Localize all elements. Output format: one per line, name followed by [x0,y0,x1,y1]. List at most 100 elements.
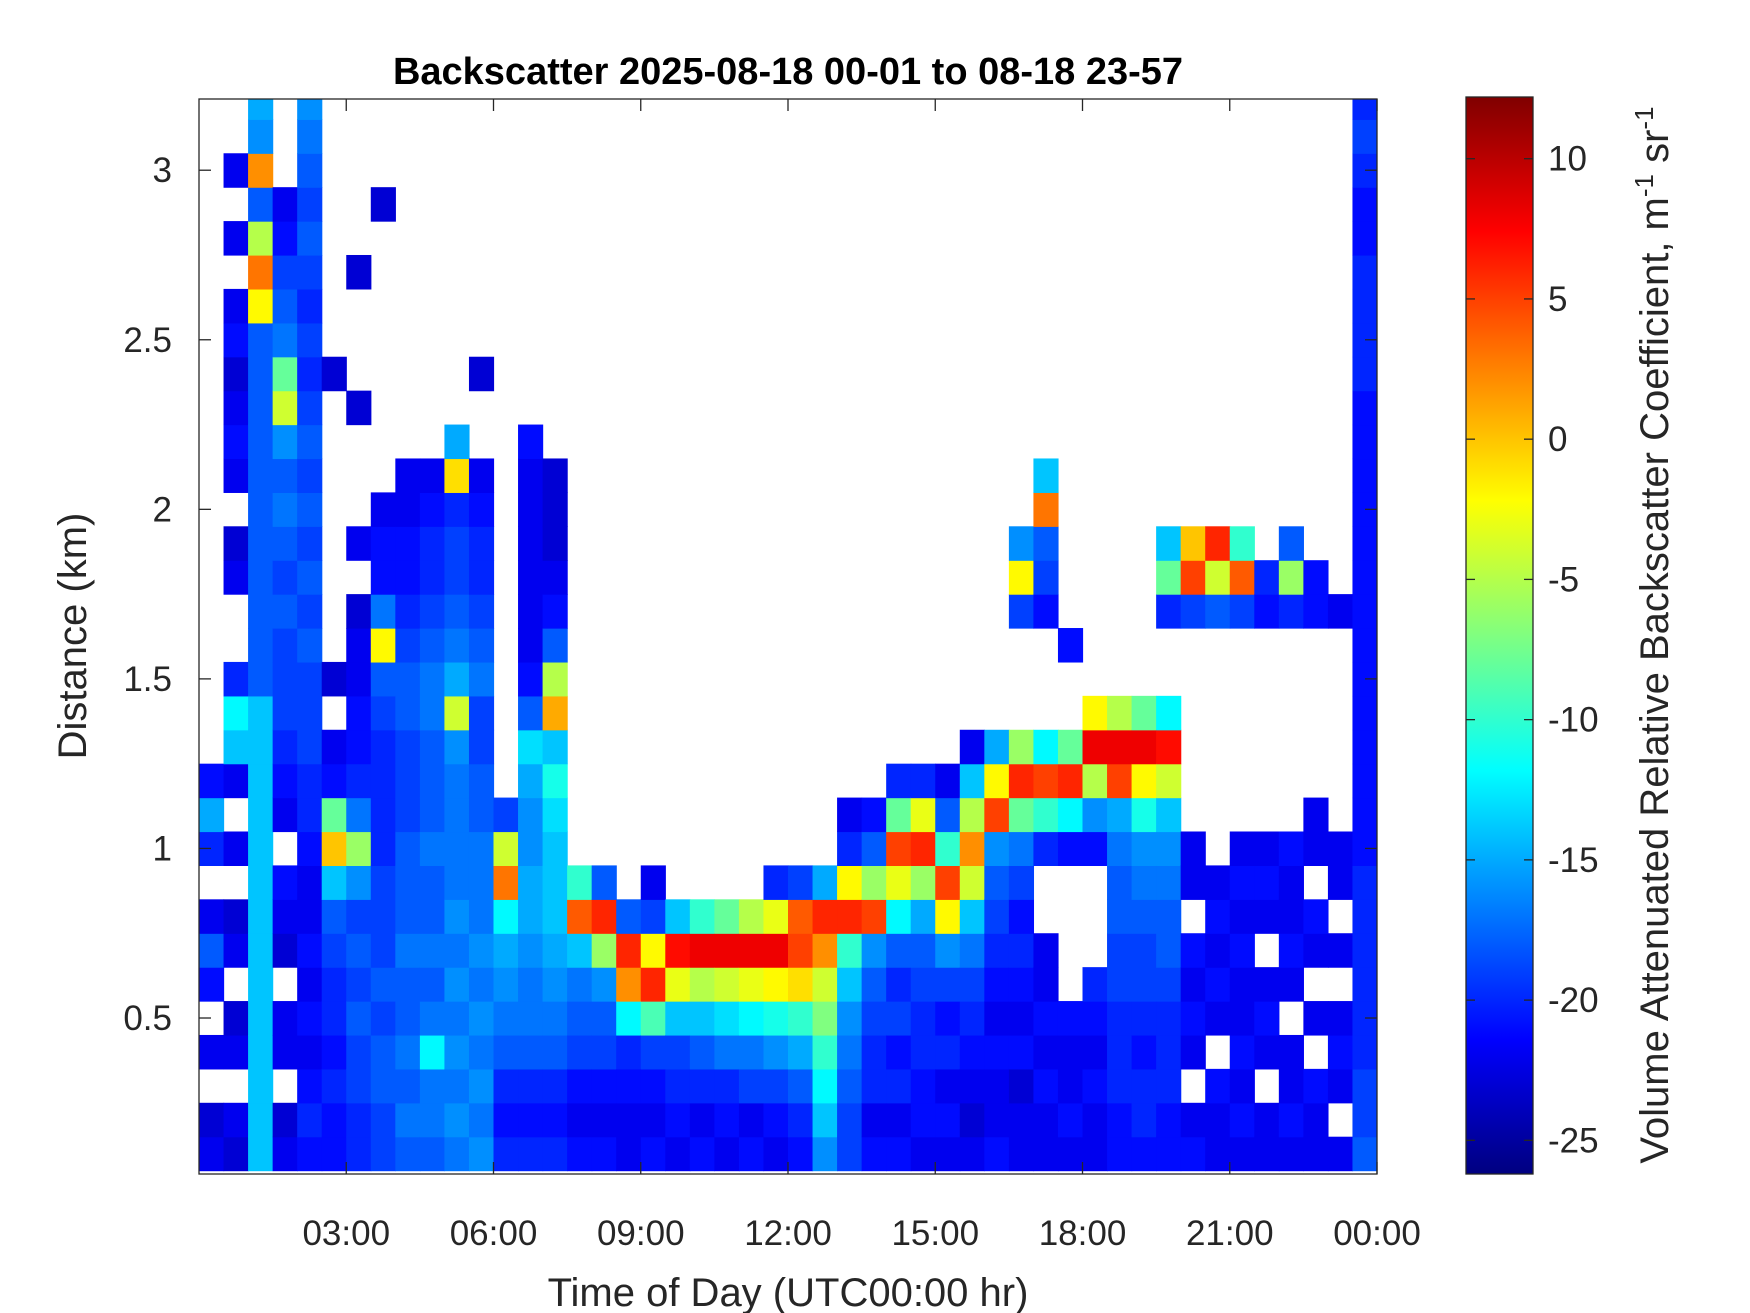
heatmap-cell [297,322,323,358]
heatmap-cell [910,831,936,866]
heatmap-cell [1156,594,1182,629]
heatmap-cell [1057,1102,1084,1138]
heatmap-cell [248,1136,274,1172]
heatmap-cell [640,1034,666,1070]
heatmap-cell [248,797,274,833]
heatmap-cell [370,1136,396,1172]
heatmap-cell [346,831,372,866]
heatmap-cell [1008,594,1035,629]
heatmap-cell [837,1001,863,1036]
heatmap-cell [248,695,274,731]
heatmap-cell [493,1001,519,1036]
heatmap-cell [1057,797,1084,833]
heatmap-cells [199,99,1377,1172]
heatmap-cell [419,967,446,1002]
heatmap-cell [1229,933,1255,968]
heatmap-cell [910,933,936,968]
heatmap-cell [419,594,446,629]
heatmap-cell [518,1136,544,1172]
heatmap-cell [321,1102,347,1138]
heatmap-cell [468,526,495,561]
heatmap-cell [1254,831,1280,866]
heatmap-cell [395,594,421,629]
heatmap-cell [935,967,961,1002]
heatmap-cell [1107,1068,1133,1104]
heatmap-cell [419,1034,446,1070]
heatmap-cell [248,661,274,697]
colorbar-tick-label: -25 [1548,1121,1599,1160]
heatmap-cell [542,628,568,663]
colorbar [1465,96,1534,1175]
heatmap-cell [248,1034,274,1070]
heatmap-cell [419,1136,446,1172]
heatmap-cell [1131,865,1157,900]
heatmap-cell [689,1102,715,1138]
heatmap-cell [1131,797,1157,833]
heatmap-cell [370,1102,396,1138]
heatmap-cell [1008,1001,1035,1036]
heatmap-cell [199,899,225,934]
heatmap-cell [248,594,274,629]
heatmap-cell [272,661,298,697]
heatmap-cell [1352,594,1377,629]
heatmap-cell [738,967,765,1002]
heatmap-cell [419,458,446,493]
heatmap-cell [199,797,225,833]
heatmap-cell [1008,797,1035,833]
heatmap-cell [861,797,887,833]
heatmap-cell [468,1102,495,1138]
heatmap-cell [395,1102,421,1138]
heatmap-cell [297,729,323,765]
heatmap-cell [444,458,470,493]
heatmap-cell [297,221,323,256]
heatmap-cell [984,967,1010,1002]
heatmap-cell [223,322,249,358]
heatmap-cell [1131,899,1157,934]
heatmap-cell [1156,1136,1182,1172]
heatmap-cell [493,1068,519,1104]
heatmap-cell [248,1068,274,1104]
heatmap-cell [395,729,421,765]
heatmap-cell [223,661,249,697]
heatmap-cell [444,594,470,629]
y-tick-label: 2 [153,490,172,529]
y-tick-label: 2.5 [123,321,172,360]
heatmap-cell [468,661,495,697]
heatmap-cell [248,492,274,527]
heatmap-cell [346,390,372,426]
heatmap-cell [1229,865,1255,900]
heatmap-cell [518,628,544,663]
heatmap-cell [272,492,298,527]
heatmap-cell [542,594,568,629]
heatmap-cell [910,1136,936,1172]
heatmap-cell [444,1136,470,1172]
heatmap-cell [248,628,274,663]
heatmap-cell [297,661,323,697]
heatmap-cell [297,1001,323,1036]
heatmap-cell [518,661,544,697]
heatmap-cell [223,763,249,799]
y-tick-label: 1 [153,829,172,868]
heatmap-cell [567,899,593,934]
heatmap-cell [297,763,323,799]
heatmap-cell [935,1001,961,1036]
heatmap-cell [1082,797,1108,833]
heatmap-cell [1229,526,1255,561]
heatmap-cell [199,1102,225,1138]
heatmap-cell [272,1001,298,1036]
heatmap-cell [297,594,323,629]
heatmap-cell [370,695,396,731]
colorbar-tick-label: 5 [1548,280,1567,319]
heatmap-cell [321,967,347,1002]
heatmap-cell [984,729,1010,765]
heatmap-cell [444,661,470,697]
heatmap-cell [1229,899,1255,934]
heatmap-cell [297,899,323,934]
heatmap-cell [248,526,274,561]
y-tick-label: 0.5 [123,999,172,1038]
heatmap-cell [1107,899,1133,934]
heatmap-cell [468,763,495,799]
heatmap-cell [738,899,765,934]
heatmap-cell [370,933,396,968]
heatmap-cell [1303,1068,1329,1104]
